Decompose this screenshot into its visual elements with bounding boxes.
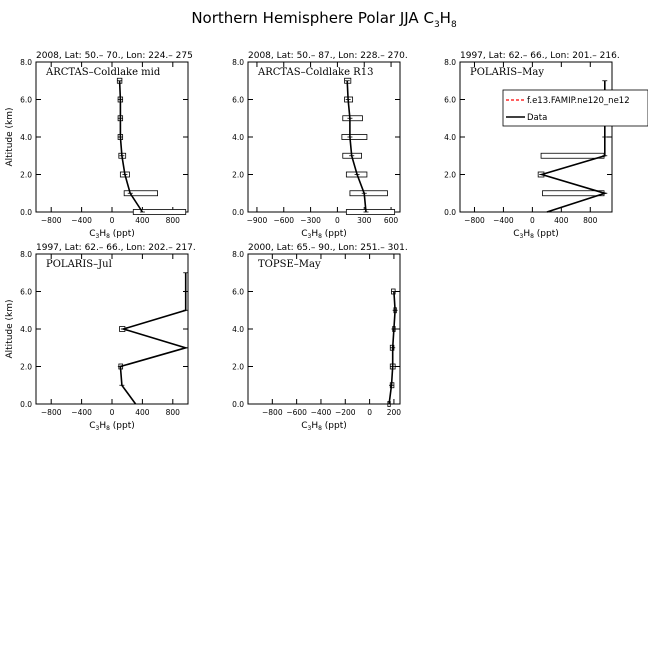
x-tick-label: −800 <box>262 408 283 417</box>
obs-range-box <box>132 209 187 215</box>
x-tick-label: 800 <box>166 408 181 417</box>
x-tick-label: 0 <box>335 216 340 225</box>
plot-frame <box>35 253 189 405</box>
x-tick-label: 800 <box>583 216 598 225</box>
x-tick-label: 0 <box>367 408 372 417</box>
x-axis-label: C3H8 (ppt) <box>301 421 347 432</box>
x-tick-label: 0 <box>110 408 115 417</box>
x-tick-label: 600 <box>384 216 399 225</box>
y-tick-label: 6.0 <box>444 96 456 105</box>
obs-range-box <box>345 209 396 215</box>
x-tick-label: 300 <box>357 216 372 225</box>
x-tick-label: −600 <box>273 216 294 225</box>
y-tick-label: 6.0 <box>232 96 244 105</box>
y-tick-label: 2.0 <box>444 171 456 180</box>
y-tick-label: 0.0 <box>20 208 32 217</box>
panel-1: 2008, Lat: 50.– 70., Lon: 224.– 275 ARCTA… <box>5 51 193 240</box>
y-tick-label: 4.0 <box>232 325 244 334</box>
plot-frame <box>35 61 189 213</box>
x-tick-label: −800 <box>41 216 62 225</box>
x-tick-label: 800 <box>166 216 181 225</box>
x-tick-label: −400 <box>71 216 92 225</box>
y-tick-label: 0.0 <box>232 208 244 217</box>
panel-4: 1997, Lat: 62.– 66., Lon: 202.– 217. POLA… <box>5 243 196 432</box>
x-tick-label: 0 <box>110 216 115 225</box>
x-tick-label: 400 <box>554 216 569 225</box>
x-tick-label: −400 <box>311 408 332 417</box>
y-tick-label: 2.0 <box>20 363 32 372</box>
obs-range-box <box>540 152 605 159</box>
y-tick-label: 8.0 <box>232 58 244 67</box>
y-tick-label: 8.0 <box>444 58 456 67</box>
campaign-label: POLARIS–Jul <box>46 259 112 270</box>
legend-obs-label: Data <box>527 113 547 123</box>
y-tick-label: 2.0 <box>20 171 32 180</box>
y-tick-label: 4.0 <box>444 133 456 142</box>
y-axis-label: Altitude (km) <box>5 107 15 166</box>
panel-header: 2008, Lat: 50.– 70., Lon: 224.– 275 <box>36 51 193 61</box>
x-tick-label: 400 <box>135 408 150 417</box>
panel-header: 2000, Lat: 65.– 90., Lon: 251.– 301. <box>248 243 408 253</box>
y-tick-label: 8.0 <box>20 58 32 67</box>
x-axis-label: C3H8 (ppt) <box>301 229 347 240</box>
y-tick-label: 6.0 <box>20 288 32 297</box>
y-tick-label: 0.0 <box>20 400 32 409</box>
x-tick-label: −800 <box>464 216 485 225</box>
x-tick-label: −300 <box>300 216 321 225</box>
campaign-label: TOPSE–May <box>258 259 321 270</box>
y-tick-label: 8.0 <box>20 250 32 259</box>
x-tick-label: −800 <box>41 408 62 417</box>
plot-frame <box>459 61 613 213</box>
campaign-label: ARCTAS–Coldlake R13 <box>257 67 373 78</box>
obs-range-box <box>542 190 605 197</box>
obs-profile-line <box>119 272 189 405</box>
obs-profile-line <box>346 80 367 213</box>
panels-group: 2008, Lat: 50.– 70., Lon: 224.– 275 ARCTA… <box>5 51 648 432</box>
x-tick-label: 400 <box>135 216 150 225</box>
y-tick-label: 8.0 <box>232 250 244 259</box>
figure-title: Northern Hemisphere Polar JJA C3H8 <box>191 9 457 30</box>
y-tick-label: 0.0 <box>444 208 456 217</box>
y-axis-label: Altitude (km) <box>5 299 15 358</box>
x-tick-label: −400 <box>493 216 514 225</box>
panel-3: 1997, Lat: 62.– 66., Lon: 201.– 216. POLA… <box>444 51 648 240</box>
obs-range-box <box>349 190 388 197</box>
x-tick-label: −900 <box>247 216 268 225</box>
y-tick-label: 2.0 <box>232 363 244 372</box>
obs-range-box <box>342 115 363 122</box>
x-axis-label: C3H8 (ppt) <box>513 229 559 240</box>
legend: f.e13.FAMIP.ne120_ne12 Data <box>502 89 648 127</box>
panel-header: 2008, Lat: 50.– 87., Lon: 228.– 270. <box>248 51 408 61</box>
panel-header: 1997, Lat: 62.– 66., Lon: 201.– 216. <box>460 51 620 61</box>
x-tick-label: 0 <box>530 216 535 225</box>
panel-2: 2008, Lat: 50.– 87., Lon: 228.– 270. ARCT… <box>232 51 408 240</box>
obs-range-box <box>341 134 368 140</box>
x-tick-label: −200 <box>335 408 356 417</box>
plot-frame <box>247 253 401 405</box>
panel-header: 1997, Lat: 62.– 66., Lon: 202.– 217. <box>36 243 196 253</box>
y-tick-label: 4.0 <box>232 133 244 142</box>
legend-box <box>502 89 648 127</box>
y-tick-label: 4.0 <box>20 133 32 142</box>
obs-range-box <box>123 190 159 197</box>
x-tick-label: −600 <box>286 408 307 417</box>
campaign-label: ARCTAS–Coldlake mid <box>45 67 161 78</box>
y-tick-label: 0.0 <box>232 400 244 409</box>
x-axis-label: C3H8 (ppt) <box>89 229 135 240</box>
y-tick-label: 2.0 <box>232 171 244 180</box>
panel-5: 2000, Lat: 65.– 90., Lon: 251.– 301. TOPS… <box>232 243 408 432</box>
x-tick-label: −400 <box>71 408 92 417</box>
y-tick-label: 6.0 <box>232 288 244 297</box>
campaign-label: POLARIS–May <box>470 67 544 78</box>
obs-profile-line <box>118 80 144 213</box>
legend-model-label: f.e13.FAMIP.ne120_ne12 <box>527 96 630 106</box>
x-axis-label: C3H8 (ppt) <box>89 421 135 432</box>
plot-frame <box>247 61 401 213</box>
x-tick-label: 200 <box>387 408 402 417</box>
y-tick-label: 4.0 <box>20 325 32 334</box>
y-tick-label: 6.0 <box>20 96 32 105</box>
